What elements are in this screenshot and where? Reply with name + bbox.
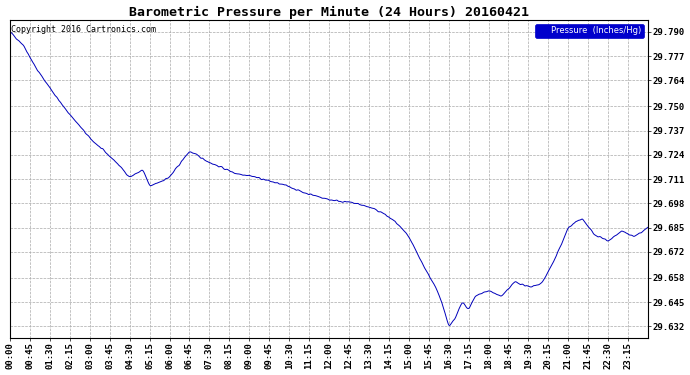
Text: Copyright 2016 Cartronics.com: Copyright 2016 Cartronics.com: [10, 25, 156, 34]
Legend: Pressure  (Inches/Hg): Pressure (Inches/Hg): [535, 24, 644, 38]
Title: Barometric Pressure per Minute (24 Hours) 20160421: Barometric Pressure per Minute (24 Hours…: [129, 6, 529, 19]
